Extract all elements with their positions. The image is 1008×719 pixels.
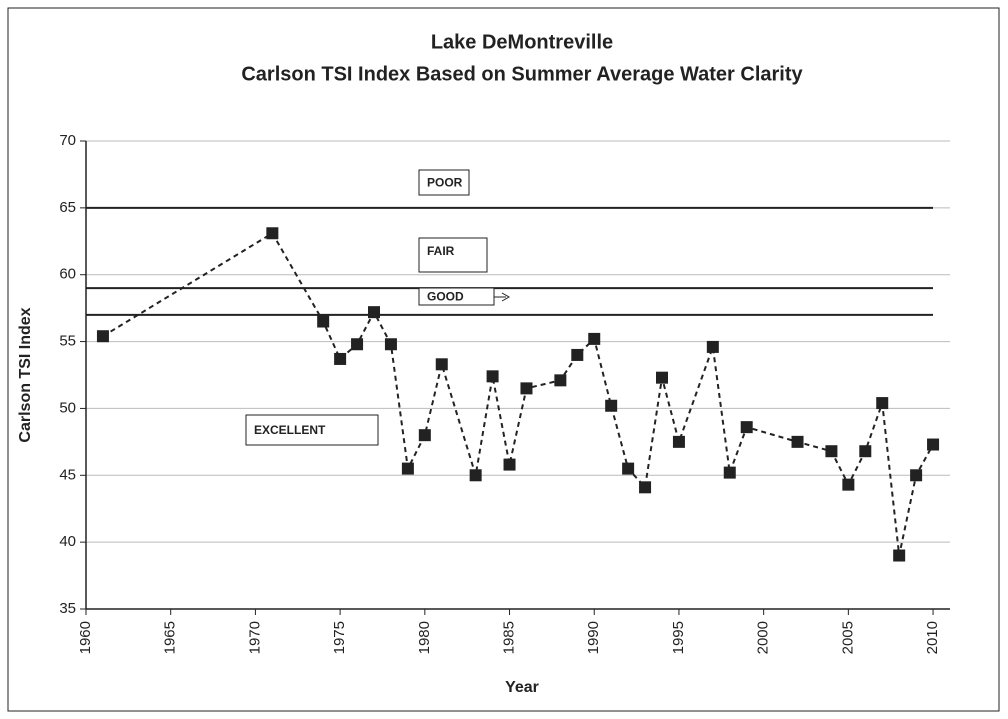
data-point (469, 469, 482, 482)
data-point (706, 340, 719, 353)
y-tick-label: 65 (59, 199, 76, 216)
x-tick-label: 1975 (331, 621, 348, 654)
data-point (672, 435, 685, 448)
data-point (605, 399, 618, 412)
y-axis-title: Carlson TSI Index (17, 307, 34, 442)
arrow-head (501, 292, 511, 302)
data-point (893, 549, 906, 562)
data-point (96, 330, 109, 343)
data-point (723, 466, 736, 479)
x-tick-label: 2010 (924, 621, 941, 654)
annotation: POOR (427, 176, 463, 190)
x-tick-label: 1960 (77, 621, 94, 654)
data-point (740, 421, 753, 434)
data-point (503, 458, 516, 471)
y-tick-label: 70 (59, 132, 76, 149)
data-point (588, 332, 601, 345)
data-point (384, 338, 397, 351)
annotation: EXCELLENT (254, 423, 326, 437)
data-point (401, 462, 414, 475)
data-point (520, 382, 533, 395)
x-tick-label: 2005 (839, 621, 856, 654)
y-tick-label: 35 (59, 600, 76, 617)
annotation: GOOD (427, 290, 464, 304)
data-point (317, 315, 330, 328)
data-point (571, 348, 584, 361)
data-point (351, 338, 364, 351)
x-tick-label: 1990 (585, 621, 602, 654)
chart-border (7, 7, 1000, 712)
x-tick-label: 2000 (755, 621, 772, 654)
chart-title: Lake DeMontreville (431, 31, 613, 53)
y-tick-label: 40 (59, 533, 76, 550)
data-point (554, 374, 567, 387)
data-point (334, 352, 347, 365)
annotation-box (418, 237, 488, 273)
data-point (266, 227, 279, 240)
x-tick-label: 1995 (670, 621, 687, 654)
x-tick-label: 1970 (246, 621, 263, 654)
data-point (486, 370, 499, 383)
y-tick-label: 45 (59, 466, 76, 483)
data-point (876, 397, 889, 410)
data-point (368, 306, 380, 319)
data-point (639, 481, 652, 494)
x-tick-label: 1985 (500, 621, 517, 654)
x-axis-title: Year (505, 679, 539, 696)
annotation: FAIR (427, 244, 455, 258)
chart-subtitle: Carlson TSI Index Based on Summer Averag… (241, 63, 803, 85)
data-point (418, 429, 431, 442)
data-point (910, 469, 923, 482)
data-point (842, 478, 855, 491)
data-point (656, 371, 668, 384)
data-point (791, 435, 804, 448)
x-tick-label: 1980 (416, 621, 433, 654)
x-tick-label: 1965 (162, 621, 179, 654)
data-point (435, 358, 448, 371)
y-tick-label: 55 (59, 333, 76, 350)
data-point (825, 445, 838, 458)
annotation-box (418, 169, 470, 196)
y-tick-label: 60 (59, 266, 76, 283)
y-tick-label: 50 (59, 399, 76, 416)
data-point (927, 438, 940, 451)
data-point (622, 462, 635, 475)
data-point (859, 445, 872, 458)
annotation-box (245, 414, 379, 446)
